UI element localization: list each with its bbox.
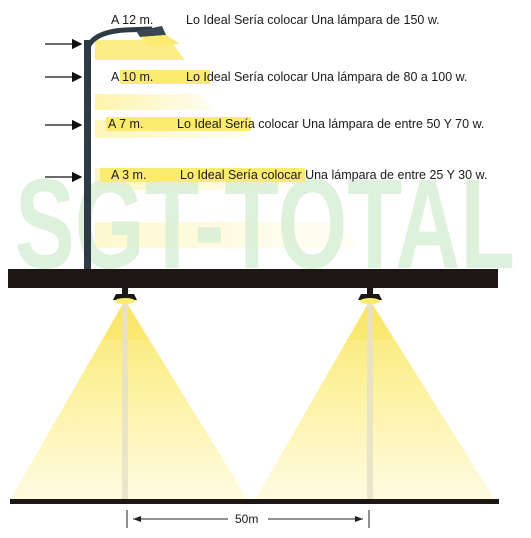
street-lamp (84, 26, 180, 272)
lamp-pole (84, 40, 91, 272)
height-label-10m: A 10 m. (111, 70, 154, 84)
highlight-10m (120, 70, 210, 84)
pendant-lamp-right (358, 288, 382, 304)
height-label-7m: A 7 m. (108, 117, 144, 131)
lamp-light (140, 35, 180, 45)
recommendation-3m: Lo Ideal Sería colocar Una lámpara de en… (180, 168, 488, 182)
height-label-12m: A 12 m. (111, 13, 154, 27)
highlight-3m (100, 168, 305, 182)
lamp-arm (84, 26, 153, 51)
lamp-head (136, 26, 166, 37)
ground-line (10, 499, 499, 504)
cone-axis-left (122, 300, 128, 500)
recommendation-12m: Lo Ideal Sería colocar Una lámpara de 15… (186, 13, 440, 27)
recommendation-10m: Lo Ideal Sería colocar Una lámpara de 80… (186, 70, 468, 84)
distance-dimension (126, 510, 370, 528)
light-cones (10, 300, 495, 500)
distance-label: 50m (235, 512, 259, 526)
height-arrows (45, 38, 83, 183)
recommendation-7m: Lo Ideal Sería colocar Una lámpara de en… (177, 117, 485, 131)
highlight-7m (106, 117, 251, 131)
height-label-3m: A 3 m. (111, 168, 147, 182)
light-cone-right (255, 300, 495, 500)
pendant-lamp-left (113, 288, 137, 304)
overhead-beam (8, 269, 498, 288)
light-cone-left (10, 300, 248, 500)
cone-axis-right (367, 300, 373, 500)
